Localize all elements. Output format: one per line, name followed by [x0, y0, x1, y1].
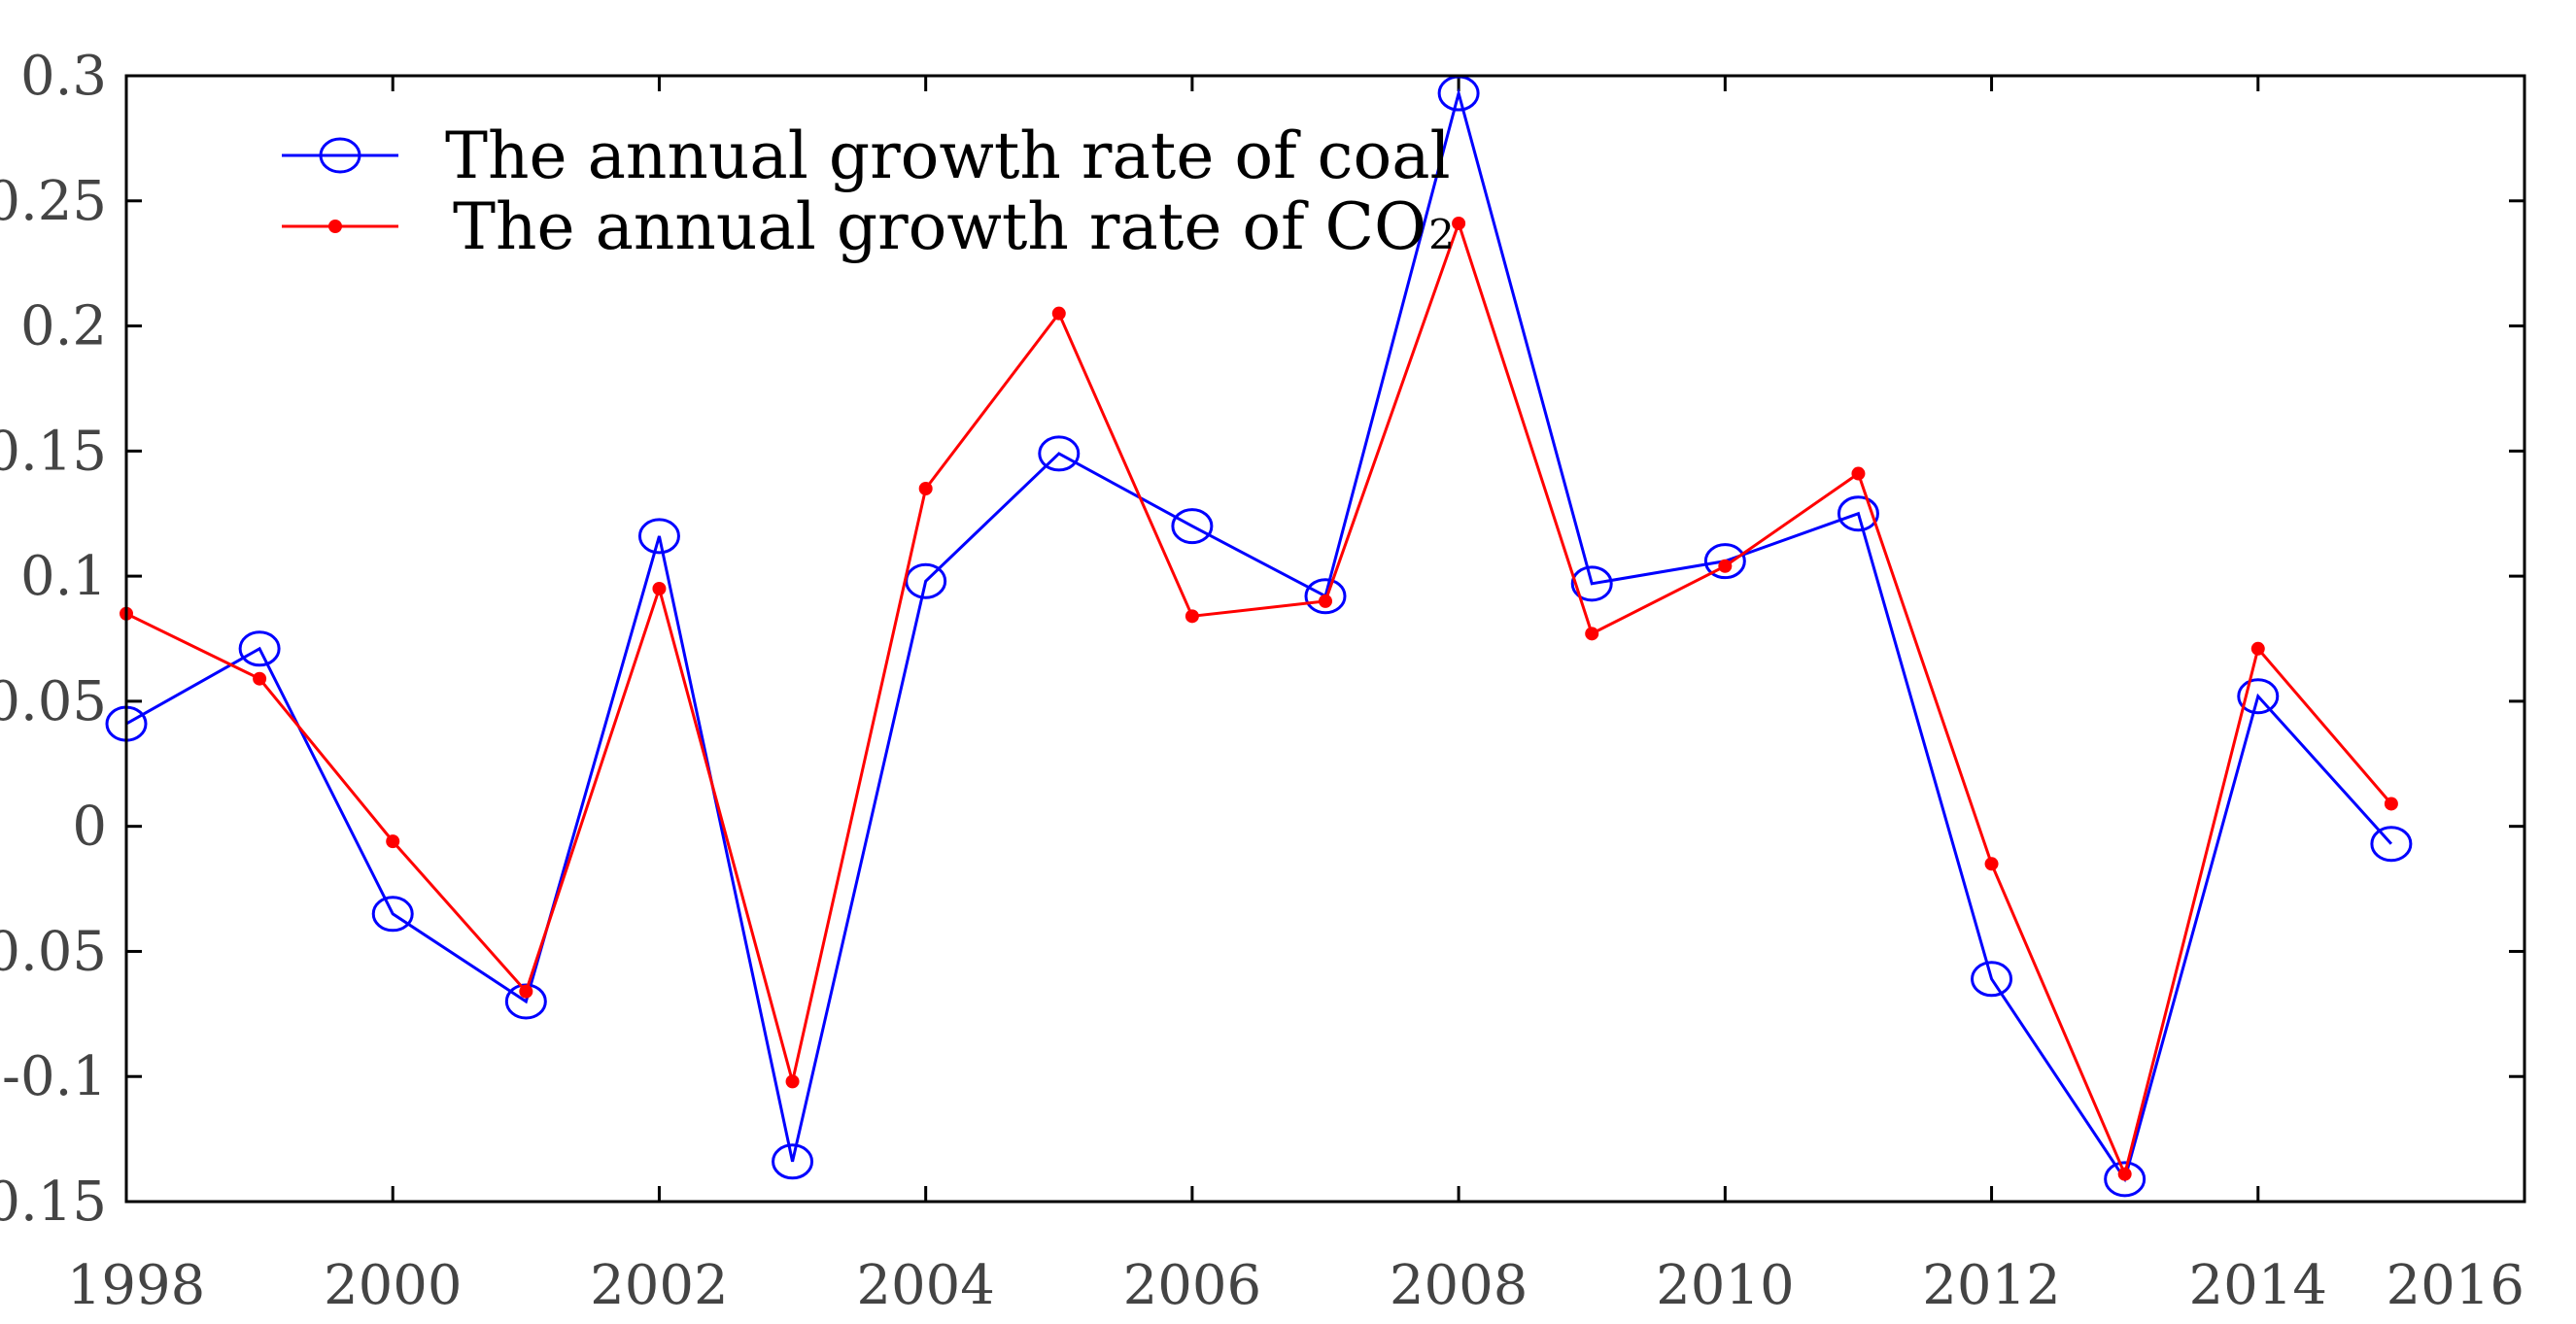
data-point-co2 [1585, 627, 1599, 641]
x-tick-label: 2006 [1123, 1254, 1262, 1317]
data-point-co2 [386, 834, 400, 849]
data-point-coal [1038, 435, 1081, 472]
x-tick-labels: 1998 2000 2002 2004 2006 2008 2010 2012 2014 2016 [67, 1254, 2524, 1317]
y-tick-label: -0.1 [2, 1045, 107, 1108]
data-point-coal [1837, 495, 1879, 532]
x-tick-label: 2000 [324, 1254, 463, 1317]
x-tick-label: 1998 [67, 1254, 206, 1317]
data-point-coal [772, 1143, 814, 1180]
data-point-coal [1171, 508, 1214, 545]
data-point-coal [2370, 826, 2413, 863]
series-layer [105, 75, 2413, 1198]
x-tick-label: 2002 [590, 1254, 729, 1317]
x-tick-label: 2016 [2386, 1254, 2524, 1317]
x-tick-label: 2014 [2189, 1254, 2328, 1317]
legend-entry-co2: The annual growth rate of CO2 [282, 189, 1455, 264]
data-point-co2 [2117, 1167, 2132, 1181]
data-point-co2 [1185, 609, 1199, 624]
data-point-co2 [785, 1074, 800, 1089]
data-point-co2 [1319, 594, 1332, 608]
data-point-co2 [1851, 466, 1866, 481]
data-point-co2 [253, 671, 267, 686]
x-tick-label: 2012 [1922, 1254, 2061, 1317]
data-point-co2 [918, 481, 933, 495]
legend-label-co2: The annual growth rate of CO2 [453, 189, 1455, 264]
x-tick-label: 2008 [1390, 1254, 1528, 1317]
data-point-co2 [1718, 559, 1733, 573]
data-point-coal [238, 630, 281, 667]
data-point-coal [1304, 578, 1347, 615]
data-point-coal [2237, 678, 2280, 715]
y-tick-label: 0.2 [20, 295, 107, 358]
legend-marker-co2 [328, 220, 342, 233]
data-point-co2 [519, 984, 533, 999]
legend-label-coal: The annual growth rate of coal [445, 119, 1451, 193]
x-tick-label: 2004 [856, 1254, 995, 1317]
legend: The annual growth rate of coal The annua… [282, 119, 1455, 264]
legend-marker-coal [319, 137, 361, 174]
data-point-co2 [2384, 797, 2398, 811]
y-tick-label: 0 [72, 796, 107, 859]
legend-entry-coal: The annual growth rate of coal [282, 119, 1451, 193]
legend-label-co2-main: The annual growth rate of CO [453, 189, 1426, 264]
data-point-co2 [2250, 641, 2265, 656]
data-point-coal [1703, 543, 1746, 580]
series-line-coal [125, 87, 2393, 1183]
y-tick-labels: -0.15 -0.1 -0.05 0 0.05 0.1 0.15 0.2 0.25 0.3 [0, 45, 107, 1234]
y-tick-label: 0.05 [0, 670, 107, 733]
x-tick-label: 2010 [1656, 1254, 1795, 1317]
data-point-coal [637, 518, 680, 555]
y-tick-label: 0.1 [20, 545, 107, 608]
series-line-co2 [125, 219, 2393, 1179]
y-tick-label: -0.15 [0, 1171, 107, 1234]
y-tick-label: 0.15 [0, 420, 107, 483]
data-point-coal [371, 896, 414, 933]
series-co2 [120, 216, 2398, 1181]
data-point-co2 [1452, 216, 1466, 230]
data-point-co2 [1984, 857, 1999, 871]
plot-frame [124, 74, 2526, 1204]
legend-label-co2-subscript: 2 [1428, 211, 1455, 258]
data-point-co2 [652, 581, 667, 595]
data-point-coal [1971, 961, 2013, 998]
series-coal [105, 75, 2413, 1198]
data-point-coal [1570, 565, 1613, 602]
data-point-co2 [1051, 306, 1066, 321]
data-point-coal [2104, 1161, 2147, 1198]
y-tick-label: -0.05 [0, 920, 107, 983]
y-tick-label: 0.25 [0, 170, 107, 233]
y-tick-label: 0.3 [20, 45, 107, 108]
